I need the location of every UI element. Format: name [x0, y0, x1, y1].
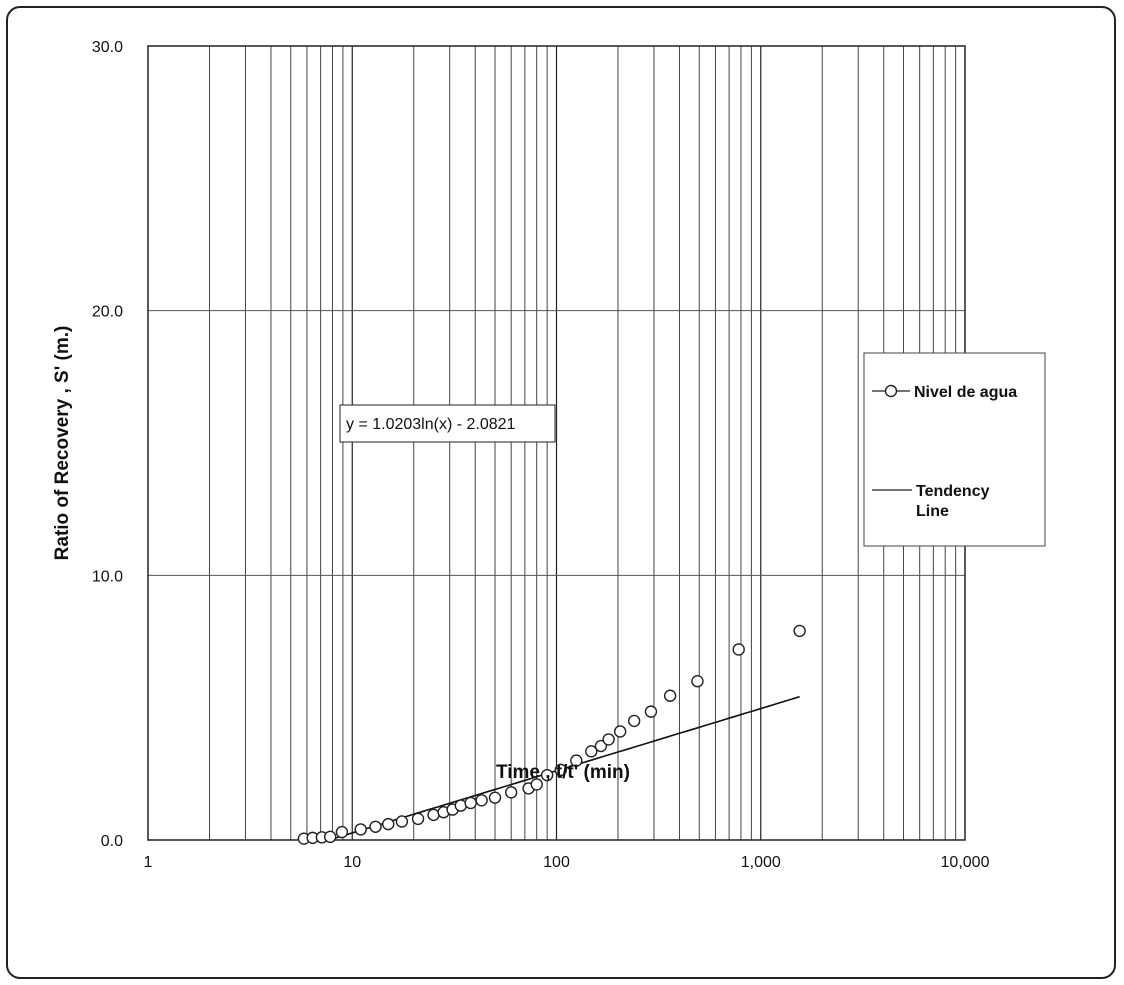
data-point	[594, 739, 608, 753]
data-point	[382, 817, 395, 831]
legend-circle-marker	[884, 384, 898, 398]
data-point	[488, 791, 502, 804]
x-tick-label: 10	[343, 854, 361, 871]
data-point	[613, 725, 627, 738]
data-point	[504, 786, 518, 799]
data-point	[691, 675, 704, 688]
x-tick-label: 1	[144, 854, 153, 871]
legend-item-tendency-line: Tendency Line	[916, 483, 994, 520]
y-tick-label: 0.0	[101, 833, 123, 850]
y-axis-title: Ratio of Recovery , S' (m.)	[52, 326, 73, 561]
data-point	[732, 643, 745, 656]
data-point	[427, 808, 440, 822]
data-point	[570, 754, 583, 767]
data-point	[354, 823, 367, 836]
data-point	[627, 714, 641, 728]
y-tick-label: 30.0	[92, 39, 123, 56]
legend: Nivel de agua Tendency Line	[863, 352, 1046, 547]
data-point	[554, 763, 568, 777]
data-point	[475, 794, 488, 807]
data-point	[530, 778, 543, 791]
legend-item-nivel-de-agua: Nivel de agua	[914, 384, 1017, 401]
data-point	[602, 733, 615, 746]
trendline-equation-box: y = 1.0203ln(x) - 2.0821	[339, 404, 556, 443]
y-tick-label: 10.0	[92, 568, 123, 585]
x-axis-title: Time , t/t' (min)	[496, 762, 630, 783]
data-point	[585, 745, 598, 758]
data-point	[663, 689, 677, 702]
data-point	[793, 624, 806, 638]
data-point	[324, 830, 337, 844]
x-tick-label: 10,000	[941, 854, 990, 871]
data-points	[297, 624, 806, 845]
axis-ticks: 1 10 100 1,000 10,000 0.0 10.0 20.0 30.0	[92, 39, 990, 871]
data-point	[395, 815, 409, 828]
data-point	[369, 820, 382, 833]
data-point	[335, 825, 349, 839]
data-point	[540, 768, 554, 782]
x-tick-label: 1,000	[741, 854, 781, 871]
x-tick-label: 100	[543, 854, 570, 871]
trendline-equation: y = 1.0203ln(x) - 2.0821	[346, 416, 516, 433]
data-point	[644, 705, 658, 718]
y-tick-label: 20.0	[92, 304, 123, 321]
grid	[148, 46, 965, 840]
data-point	[464, 796, 477, 810]
data-point	[411, 812, 425, 826]
